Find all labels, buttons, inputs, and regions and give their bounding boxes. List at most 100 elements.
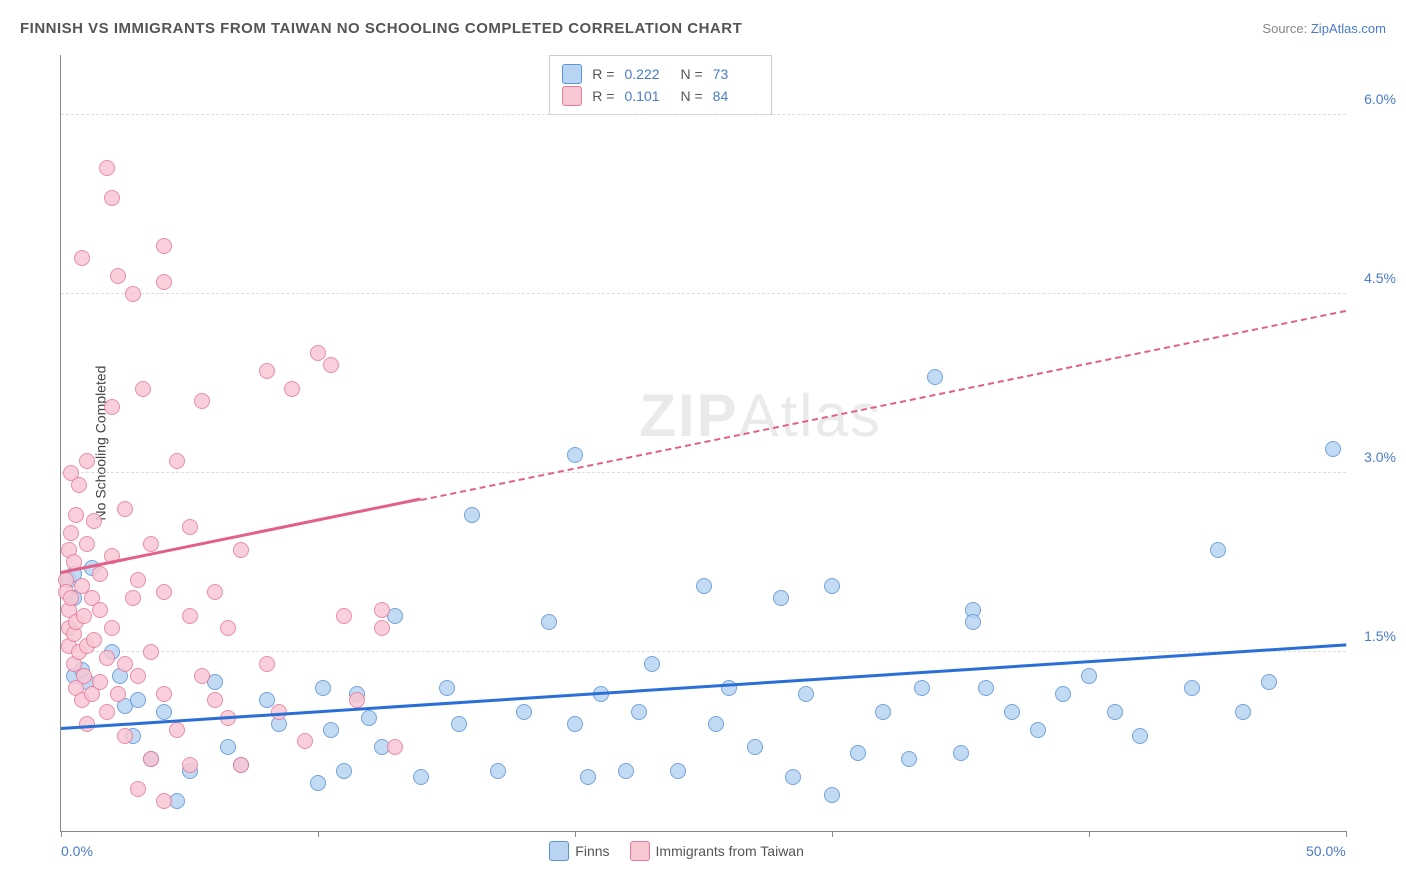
stat-r-value: 0.222 [624, 66, 670, 82]
data-point [824, 578, 840, 594]
data-point [79, 536, 95, 552]
data-point [696, 578, 712, 594]
data-point [1184, 680, 1200, 696]
data-point [567, 447, 583, 463]
data-point [315, 680, 331, 696]
legend-swatch [549, 841, 569, 861]
data-point [259, 656, 275, 672]
data-point [194, 668, 210, 684]
data-point [927, 369, 943, 385]
stat-n-value: 84 [713, 88, 759, 104]
data-point [618, 763, 634, 779]
data-point [71, 477, 87, 493]
source-label: Source: [1262, 21, 1307, 36]
x-tick [1089, 831, 1090, 837]
data-point [135, 381, 151, 397]
x-tick [1346, 831, 1347, 837]
data-point [464, 507, 480, 523]
data-point [117, 656, 133, 672]
data-point [74, 250, 90, 266]
data-point [567, 716, 583, 732]
data-point [104, 399, 120, 415]
data-point [182, 519, 198, 535]
legend-label: Finns [575, 843, 609, 859]
data-point [143, 751, 159, 767]
data-point [182, 608, 198, 624]
data-point [207, 584, 223, 600]
data-point [79, 453, 95, 469]
data-point [125, 286, 141, 302]
data-point [374, 602, 390, 618]
data-point [220, 620, 236, 636]
data-point [516, 704, 532, 720]
data-point [143, 536, 159, 552]
data-point [99, 704, 115, 720]
data-point [130, 781, 146, 797]
data-point [708, 716, 724, 732]
watermark: ZIPAtlas [639, 381, 882, 450]
data-point [92, 674, 108, 690]
data-point [220, 739, 236, 755]
data-point [99, 160, 115, 176]
data-point [259, 692, 275, 708]
data-point [773, 590, 789, 606]
data-point [1081, 668, 1097, 684]
data-point [233, 757, 249, 773]
legend-item: Immigrants from Taiwan [630, 841, 804, 861]
data-point [143, 644, 159, 660]
data-point [86, 513, 102, 529]
data-point [1235, 704, 1251, 720]
data-point [336, 763, 352, 779]
data-point [451, 716, 467, 732]
data-point [86, 632, 102, 648]
data-point [1055, 686, 1071, 702]
stat-r-value: 0.101 [624, 88, 670, 104]
data-point [901, 751, 917, 767]
gridline [61, 293, 1346, 294]
gridline [61, 472, 1346, 473]
legend-stat-row: R =0.101N =84 [562, 86, 758, 106]
data-point [1210, 542, 1226, 558]
watermark-light: Atlas [739, 382, 882, 449]
source-link[interactable]: ZipAtlas.com [1311, 21, 1386, 36]
data-point [194, 393, 210, 409]
data-point [297, 733, 313, 749]
y-axis-title: No Schooling Completed [92, 366, 108, 521]
stat-n-label: N = [680, 88, 702, 104]
x-tick [318, 831, 319, 837]
data-point [169, 453, 185, 469]
data-point [1132, 728, 1148, 744]
data-point [323, 357, 339, 373]
data-point [104, 190, 120, 206]
gridline [61, 114, 1346, 115]
data-point [1261, 674, 1277, 690]
legend-swatch [630, 841, 650, 861]
data-point [233, 542, 249, 558]
data-point [117, 501, 133, 517]
y-tick-label: 3.0% [1364, 449, 1396, 465]
trend-line [61, 643, 1346, 730]
data-point [156, 704, 172, 720]
data-point [1004, 704, 1020, 720]
data-point [349, 692, 365, 708]
data-point [670, 763, 686, 779]
data-point [117, 728, 133, 744]
data-point [130, 572, 146, 588]
legend-swatch [562, 64, 582, 84]
data-point [413, 769, 429, 785]
stat-n-value: 73 [713, 66, 759, 82]
data-point [182, 757, 198, 773]
data-point [387, 739, 403, 755]
gridline [61, 651, 1346, 652]
x-tick [832, 831, 833, 837]
data-point [336, 608, 352, 624]
data-point [156, 686, 172, 702]
scatter-chart: No Schooling Completed ZIPAtlas R =0.222… [60, 55, 1346, 832]
data-point [914, 680, 930, 696]
data-point [99, 650, 115, 666]
data-point [259, 363, 275, 379]
data-point [374, 620, 390, 636]
data-point [207, 692, 223, 708]
data-point [310, 345, 326, 361]
data-point [965, 614, 981, 630]
